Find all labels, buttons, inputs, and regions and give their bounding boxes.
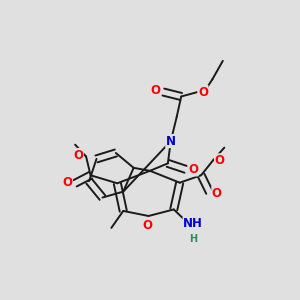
Text: O: O bbox=[214, 154, 224, 167]
Text: O: O bbox=[74, 148, 83, 162]
Text: O: O bbox=[62, 176, 72, 189]
Text: O: O bbox=[198, 85, 208, 98]
Text: O: O bbox=[212, 187, 222, 200]
Text: N: N bbox=[166, 135, 176, 148]
Text: O: O bbox=[142, 219, 152, 232]
Text: H: H bbox=[189, 234, 197, 244]
Text: NH: NH bbox=[183, 217, 203, 230]
Text: O: O bbox=[188, 163, 198, 176]
Text: O: O bbox=[150, 84, 160, 97]
